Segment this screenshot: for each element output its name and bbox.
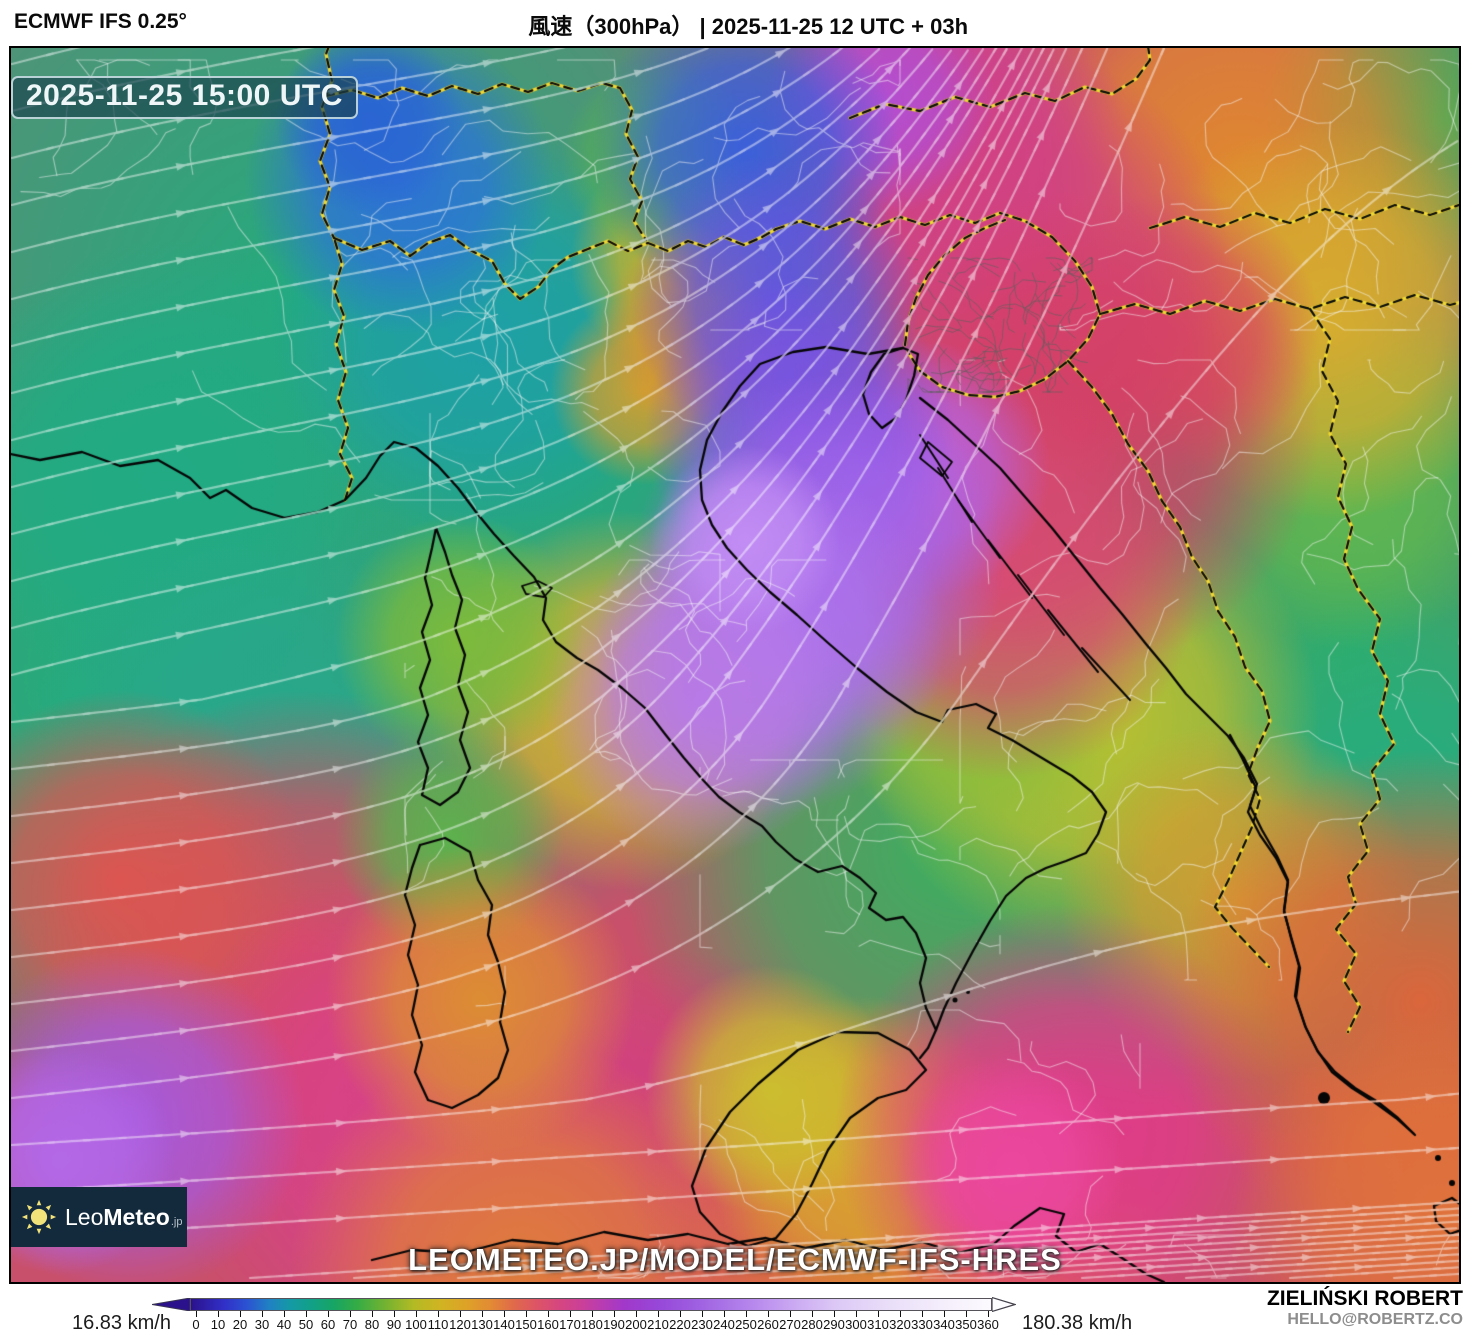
- colorbar-tick: [548, 1311, 549, 1317]
- wind-map: 2025-11-25 15:00 UTC LeoMeteo.jp LEOMETE…: [9, 46, 1461, 1284]
- colorbar-tick: [944, 1311, 945, 1317]
- colorbar-tick: [592, 1311, 593, 1317]
- colorbar-tick: [812, 1311, 813, 1317]
- colorbar-tick-label: 180: [581, 1317, 603, 1332]
- credit-contact: HELLO@ROBERTZ.CO: [1287, 1310, 1463, 1328]
- colorbar-tick: [680, 1311, 681, 1317]
- colorbar-tick-label: 220: [669, 1317, 691, 1332]
- colorbar-tick: [988, 1311, 989, 1317]
- colorbar-tick: [350, 1311, 351, 1317]
- colorbar-tick: [460, 1311, 461, 1317]
- colorbar-tick-label: 250: [735, 1317, 757, 1332]
- colorbar-tick-label: 230: [691, 1317, 713, 1332]
- colorbar-tick: [394, 1311, 395, 1317]
- legend-min-label: 16.83 km/h: [72, 1312, 171, 1334]
- colorbar-tick: [262, 1311, 263, 1317]
- colorbar-tick-label: 210: [647, 1317, 669, 1332]
- credit-author: ZIELIŃSKI ROBERT: [1266, 1287, 1463, 1310]
- colorbar-left-arrow: [152, 1298, 190, 1311]
- colorbar-right-arrow: [992, 1297, 1016, 1312]
- colorbar-tick-label: 190: [603, 1317, 625, 1332]
- colorbar-tick-label: 320: [889, 1317, 911, 1332]
- colorbar-tick-label: 30: [254, 1317, 270, 1332]
- colorbar-tick: [724, 1311, 725, 1317]
- colorbar-tick: [196, 1311, 197, 1317]
- colorbar-tick-label: 340: [933, 1317, 955, 1332]
- colorbar-tick-label: 270: [779, 1317, 801, 1332]
- header-bar: ECMWF IFS 0.25° 風速（300hPa） | 2025-11-25 …: [0, 0, 1470, 46]
- colorbar-tick-label: 110: [427, 1317, 449, 1332]
- colorbar-tick-label: 40: [276, 1317, 292, 1332]
- colorbar-tick-label: 240: [713, 1317, 735, 1332]
- colorbar-tick-label: 70: [342, 1317, 358, 1332]
- colorbar-tick: [834, 1311, 835, 1317]
- colorbar-tick-label: 90: [386, 1317, 402, 1332]
- colorbar-tick: [636, 1311, 637, 1317]
- colorbar-tick-label: 280: [801, 1317, 823, 1332]
- legend-bar: 16.83 km/h 0 10 20 30 40 50 60 70 80 90 100 110 120 1…: [0, 1284, 1470, 1338]
- colorbar-tick: [900, 1311, 901, 1317]
- leometeo-logo: LeoMeteo.jp: [11, 1187, 187, 1247]
- colorbar-tick: [768, 1311, 769, 1317]
- colorbar-tick-label: 20: [232, 1317, 248, 1332]
- colorbar-tick-label: 160: [537, 1317, 559, 1332]
- colorbar-tick: [504, 1311, 505, 1317]
- colorbar-tick: [240, 1311, 241, 1317]
- colorbar-tick: [790, 1311, 791, 1317]
- colorbar-tick-label: 350: [955, 1317, 977, 1332]
- colorbar-tick-label: 290: [823, 1317, 845, 1332]
- colorbar-tick: [856, 1311, 857, 1317]
- colorbar: [190, 1298, 992, 1311]
- colorbar-tick: [746, 1311, 747, 1317]
- colorbar-tick: [878, 1311, 879, 1317]
- colorbar-tick-label: 150: [515, 1317, 537, 1332]
- colorbar-tick-label: 310: [867, 1317, 889, 1332]
- chart-title: 風速（300hPa） | 2025-11-25 12 UTC + 03h: [528, 14, 969, 39]
- colorbar-ticks: 0 10 20 30 40 50 60 70 80 90 100 110 120 130 140 150 160…: [190, 1311, 999, 1337]
- colorbar-tick-label: 80: [364, 1317, 380, 1332]
- colorbar-tick: [218, 1311, 219, 1317]
- colorbar-tick-label: 130: [471, 1317, 493, 1332]
- credit-block: ZIELIŃSKI ROBERT HELLO@ROBERTZ.CO: [1267, 1287, 1463, 1328]
- colorbar-tick-label: 170: [559, 1317, 581, 1332]
- colorbar-tick: [702, 1311, 703, 1317]
- valid-time-badge: 2025-11-25 15:00 UTC: [11, 76, 358, 119]
- colorbar-tick: [328, 1311, 329, 1317]
- watermark-url: LEOMETEO.JP/MODEL/ECMWF-IFS-HRES: [408, 1242, 1062, 1277]
- model-label: ECMWF IFS 0.25°: [14, 10, 187, 33]
- colorbar-tick-label: 10: [210, 1317, 226, 1332]
- colorbar-tick: [658, 1311, 659, 1317]
- colorbar-tick-label: 0: [192, 1317, 200, 1332]
- wind-field-canvas: [11, 48, 1459, 1282]
- colorbar-tick: [284, 1311, 285, 1317]
- colorbar-tick-label: 140: [493, 1317, 515, 1332]
- colorbar-tick: [416, 1311, 417, 1317]
- colorbar-tick: [570, 1311, 571, 1317]
- colorbar-tick: [922, 1311, 923, 1317]
- colorbar-tick: [306, 1311, 307, 1317]
- colorbar-tick-label: 200: [625, 1317, 647, 1332]
- colorbar-tick: [614, 1311, 615, 1317]
- colorbar-tick: [966, 1311, 967, 1317]
- colorbar-tick-label: 260: [757, 1317, 779, 1332]
- legend-max-label: 180.38 km/h: [1022, 1312, 1133, 1334]
- colorbar-tick: [372, 1311, 373, 1317]
- colorbar-tick-label: 330: [911, 1317, 933, 1332]
- sun-icon: [21, 1199, 57, 1235]
- colorbar-tick: [438, 1311, 439, 1317]
- logo-text: LeoMeteo.jp: [65, 1203, 183, 1230]
- colorbar-tick-label: 50: [298, 1317, 314, 1332]
- colorbar-tick-label: 60: [320, 1317, 336, 1332]
- colorbar-tick-label: 120: [449, 1317, 471, 1332]
- colorbar-tick-label: 300: [845, 1317, 867, 1332]
- colorbar-tick: [482, 1311, 483, 1317]
- colorbar-tick-label: 100: [405, 1317, 427, 1332]
- colorbar-tick-label: 360: [977, 1317, 999, 1332]
- colorbar-tick: [526, 1311, 527, 1317]
